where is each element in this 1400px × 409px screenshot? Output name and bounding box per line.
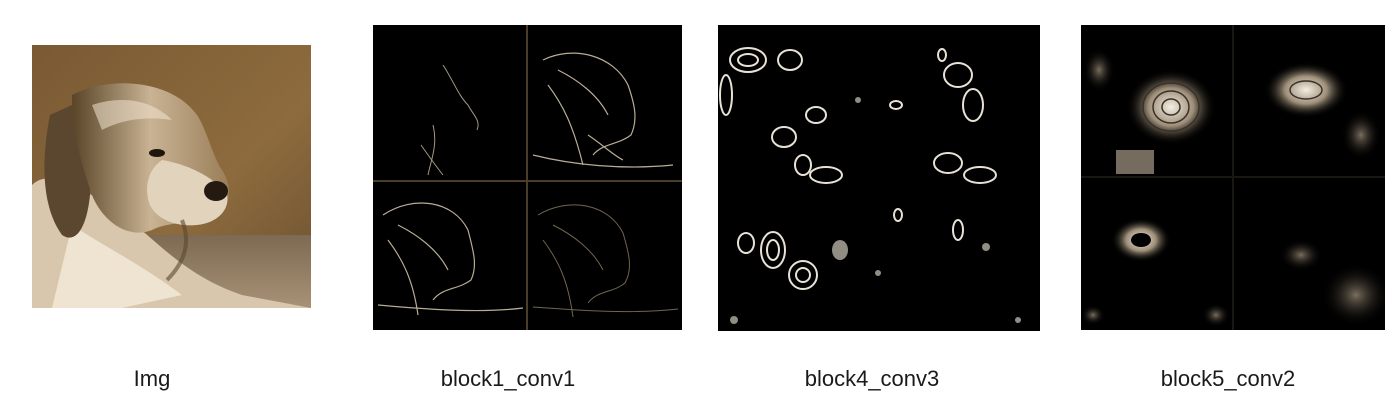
feature-map-block4-conv3 xyxy=(718,25,1040,331)
caption-block5-conv2: block5_conv2 xyxy=(1160,366,1296,391)
feature-map-block1-conv1 xyxy=(373,25,682,330)
feature-map-block5-conv2 xyxy=(1081,25,1385,330)
caption-block4-conv3: block4_conv3 xyxy=(804,366,940,391)
blob-contour-maps xyxy=(718,25,1040,331)
dog-photo xyxy=(32,45,311,308)
coarse-activation-maps xyxy=(1081,25,1385,330)
caption-block1-conv1: block1_conv1 xyxy=(440,366,576,391)
input-image xyxy=(32,45,311,308)
edge-maps xyxy=(373,25,682,330)
caption-img: Img xyxy=(133,366,171,391)
